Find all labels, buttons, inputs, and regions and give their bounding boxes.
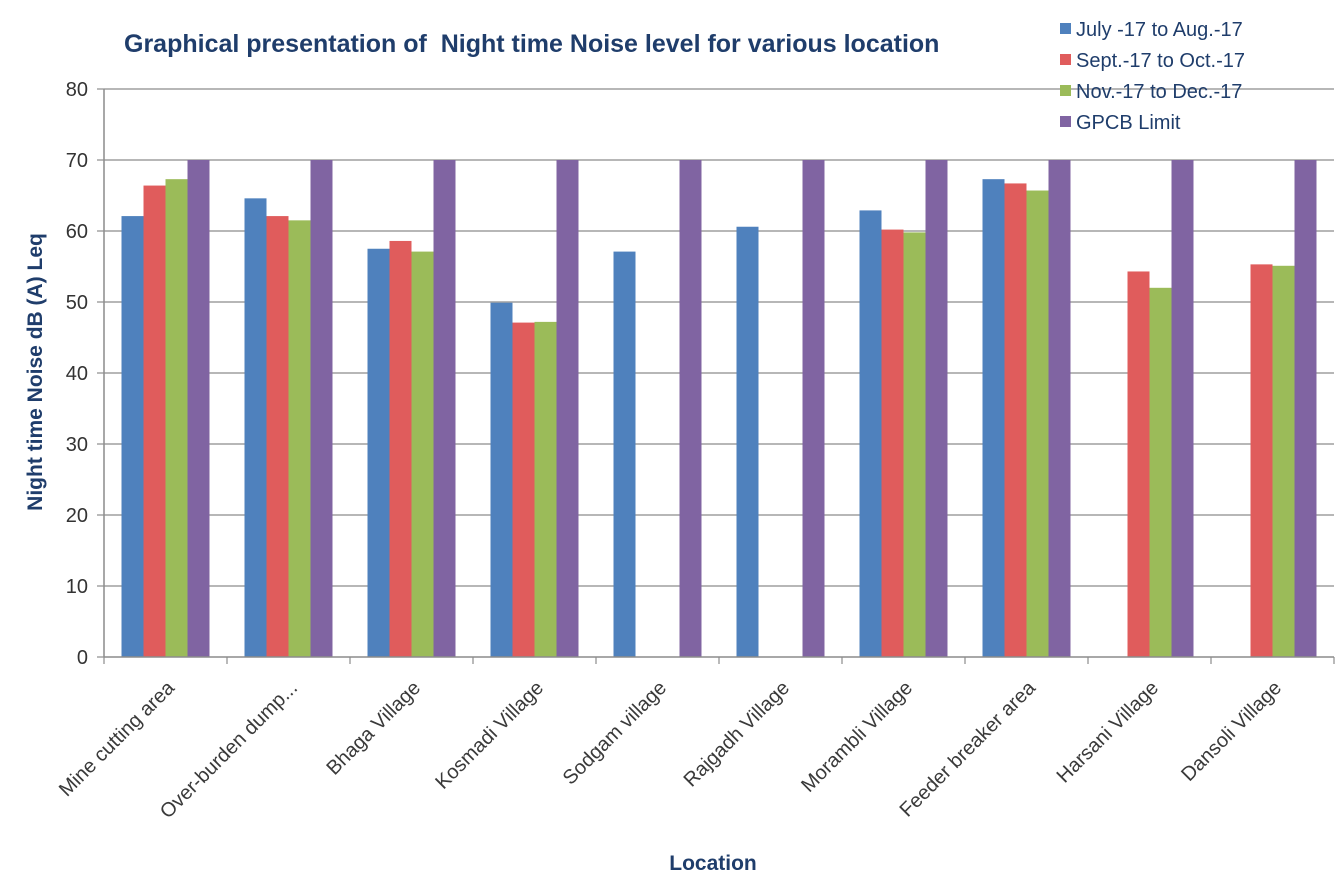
bar [266, 216, 289, 657]
bar [982, 179, 1005, 658]
bar [433, 160, 456, 657]
bar [143, 185, 166, 657]
bar [389, 240, 412, 657]
bar [613, 251, 636, 657]
bar [556, 160, 579, 657]
legend-swatch [1060, 54, 1071, 65]
bar [411, 251, 434, 657]
bar [679, 160, 702, 657]
axes [103, 89, 1335, 664]
y-tick-label: 60 [66, 221, 88, 243]
bar [367, 248, 390, 657]
bar [310, 160, 333, 657]
bar [881, 229, 904, 657]
bar [244, 198, 267, 657]
bars [121, 160, 1317, 658]
y-tick-label: 0 [77, 647, 88, 669]
legend-label: GPCB Limit [1076, 112, 1181, 134]
bar [534, 321, 557, 657]
bar [512, 322, 535, 657]
bar [802, 160, 825, 657]
chart-title: Graphical presentation of Night time Noi… [124, 30, 939, 58]
y-axis-title: Night time Noise dB (A) Leq [24, 233, 47, 511]
bar [1149, 287, 1172, 657]
bar [925, 160, 948, 657]
y-tick-label: 40 [66, 363, 88, 385]
bar [1127, 271, 1150, 657]
y-tick-label: 10 [66, 576, 88, 598]
legend-swatch [1060, 116, 1071, 127]
bar [1026, 190, 1049, 657]
bar [1272, 265, 1295, 657]
bar [1048, 160, 1071, 657]
bar [121, 216, 144, 657]
y-tick-label: 20 [66, 505, 88, 527]
bar [165, 179, 188, 658]
x-axis-title: Location [669, 852, 757, 875]
legend-label: July -17 to Aug.-17 [1076, 19, 1243, 41]
bar [1250, 264, 1273, 657]
bar [903, 232, 926, 658]
legend-swatch [1060, 85, 1071, 96]
legend-label: Sept.-17 to Oct.-17 [1076, 50, 1245, 72]
legend-label: Nov.-17 to Dec.-17 [1076, 81, 1242, 103]
bar [859, 210, 882, 657]
bar [1294, 160, 1317, 657]
bar [1004, 183, 1027, 657]
y-tick-label: 50 [66, 292, 88, 314]
bar [490, 302, 513, 657]
bar [288, 220, 311, 657]
y-tick-label: 80 [66, 79, 88, 101]
bar [736, 226, 759, 658]
bar [1171, 160, 1194, 657]
y-tick-label: 70 [66, 150, 88, 172]
y-tick-label: 30 [66, 434, 88, 456]
y-tick-labels: 0 10 20 30 40 50 60 70 80 [66, 79, 88, 669]
legend-swatch [1060, 23, 1071, 34]
bar [187, 160, 210, 657]
legend: July -17 to Aug.-17 Sept.-17 to Oct.-17 No… [1060, 19, 1245, 134]
